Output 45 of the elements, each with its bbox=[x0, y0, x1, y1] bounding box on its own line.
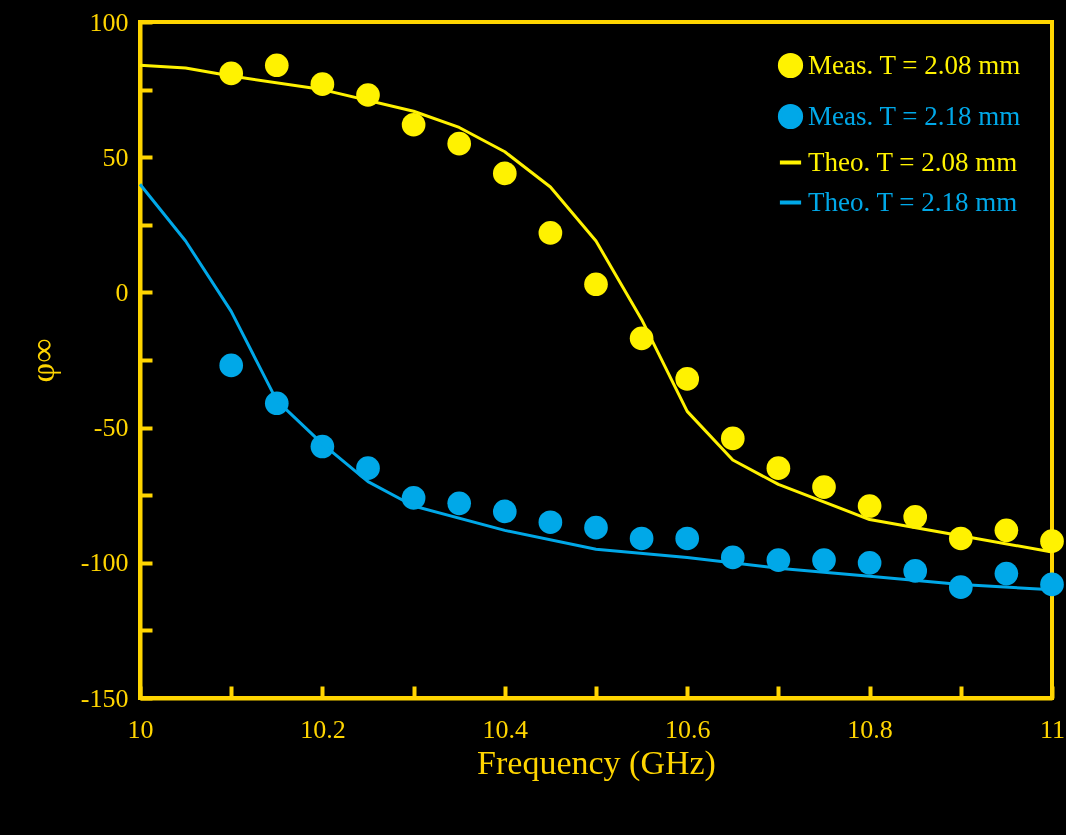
point bbox=[720, 426, 745, 451]
point bbox=[356, 456, 380, 480]
legend-label: Theo. T = 2.18 mm bbox=[808, 186, 1018, 217]
point bbox=[538, 510, 563, 535]
point bbox=[994, 518, 1019, 543]
x-tick-label: 10.4 bbox=[482, 714, 529, 744]
legend-label: Theo. T = 2.08 mm bbox=[808, 146, 1018, 177]
point bbox=[857, 494, 882, 518]
point bbox=[766, 456, 791, 480]
point bbox=[538, 221, 563, 245]
point bbox=[219, 353, 244, 378]
point bbox=[264, 53, 289, 78]
x-axis-title: Frequency (GHz) bbox=[477, 743, 716, 782]
y-axis-title: φ∞ bbox=[23, 338, 61, 383]
point bbox=[903, 559, 928, 583]
point bbox=[492, 499, 517, 524]
y-tick-label: -50 bbox=[93, 413, 129, 443]
x-tick-label: 11 bbox=[1039, 714, 1066, 744]
point bbox=[492, 161, 517, 186]
point bbox=[812, 475, 836, 499]
point bbox=[1040, 572, 1064, 597]
point bbox=[903, 505, 928, 529]
point bbox=[1040, 529, 1064, 553]
point bbox=[401, 112, 426, 137]
legend-label: Meas. T = 2.18 mm bbox=[808, 100, 1021, 131]
y-tick-label: -100 bbox=[80, 548, 129, 578]
point bbox=[812, 548, 836, 572]
x-tick-label: 10.8 bbox=[847, 714, 893, 744]
point bbox=[994, 561, 1019, 586]
x-tick-label: 10.6 bbox=[664, 714, 711, 744]
point bbox=[584, 515, 608, 540]
point bbox=[675, 367, 700, 391]
y-tick-label: -150 bbox=[80, 683, 129, 713]
point bbox=[447, 491, 472, 516]
point bbox=[857, 550, 882, 575]
point bbox=[447, 131, 472, 156]
x-tick-label: 10.2 bbox=[300, 714, 346, 744]
y-tick-label: 50 bbox=[102, 142, 129, 172]
point bbox=[629, 526, 654, 551]
y-tick-label: 100 bbox=[89, 7, 129, 37]
y-tick-label: 0 bbox=[115, 277, 129, 307]
legend-label: Meas. T = 2.08 mm bbox=[808, 49, 1021, 80]
x-tick-label: 10 bbox=[127, 714, 154, 744]
point bbox=[675, 526, 700, 551]
point bbox=[584, 272, 608, 297]
